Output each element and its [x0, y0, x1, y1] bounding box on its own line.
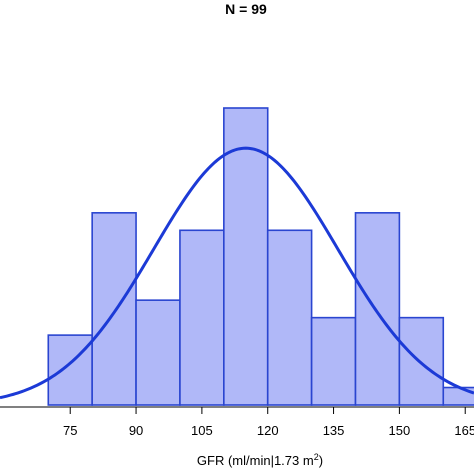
histogram-bar	[223, 107, 269, 406]
x-axis-label-prefix: GFR (ml/min|1.73 m	[197, 453, 314, 468]
histogram-bar	[135, 299, 181, 406]
x-tick-label: 90	[129, 423, 143, 438]
chart-title: N = 99	[225, 1, 267, 17]
x-tick-label: 150	[389, 423, 411, 438]
x-tick-label: 75	[63, 423, 77, 438]
histogram-bar	[310, 316, 357, 406]
x-axis-label-suffix: )	[319, 453, 323, 468]
histogram-bar	[47, 334, 93, 406]
histogram-bars	[47, 107, 474, 406]
x-tick-label: 165	[454, 423, 474, 438]
histogram-bar	[179, 229, 225, 406]
histogram-bar	[266, 229, 313, 406]
x-tick-label: 105	[191, 423, 213, 438]
x-tick-label: 135	[323, 423, 345, 438]
x-axis-ticks: 75 90 105 120 135 150 165	[63, 407, 474, 438]
histogram-bar	[91, 212, 137, 406]
x-tick-label: 120	[257, 423, 279, 438]
histogram-bar	[354, 212, 401, 406]
x-axis-label: GFR (ml/min|1.73 m2)	[197, 452, 323, 468]
density-curve	[0, 146, 474, 400]
x-axis-label-superscript: 2	[314, 452, 319, 462]
